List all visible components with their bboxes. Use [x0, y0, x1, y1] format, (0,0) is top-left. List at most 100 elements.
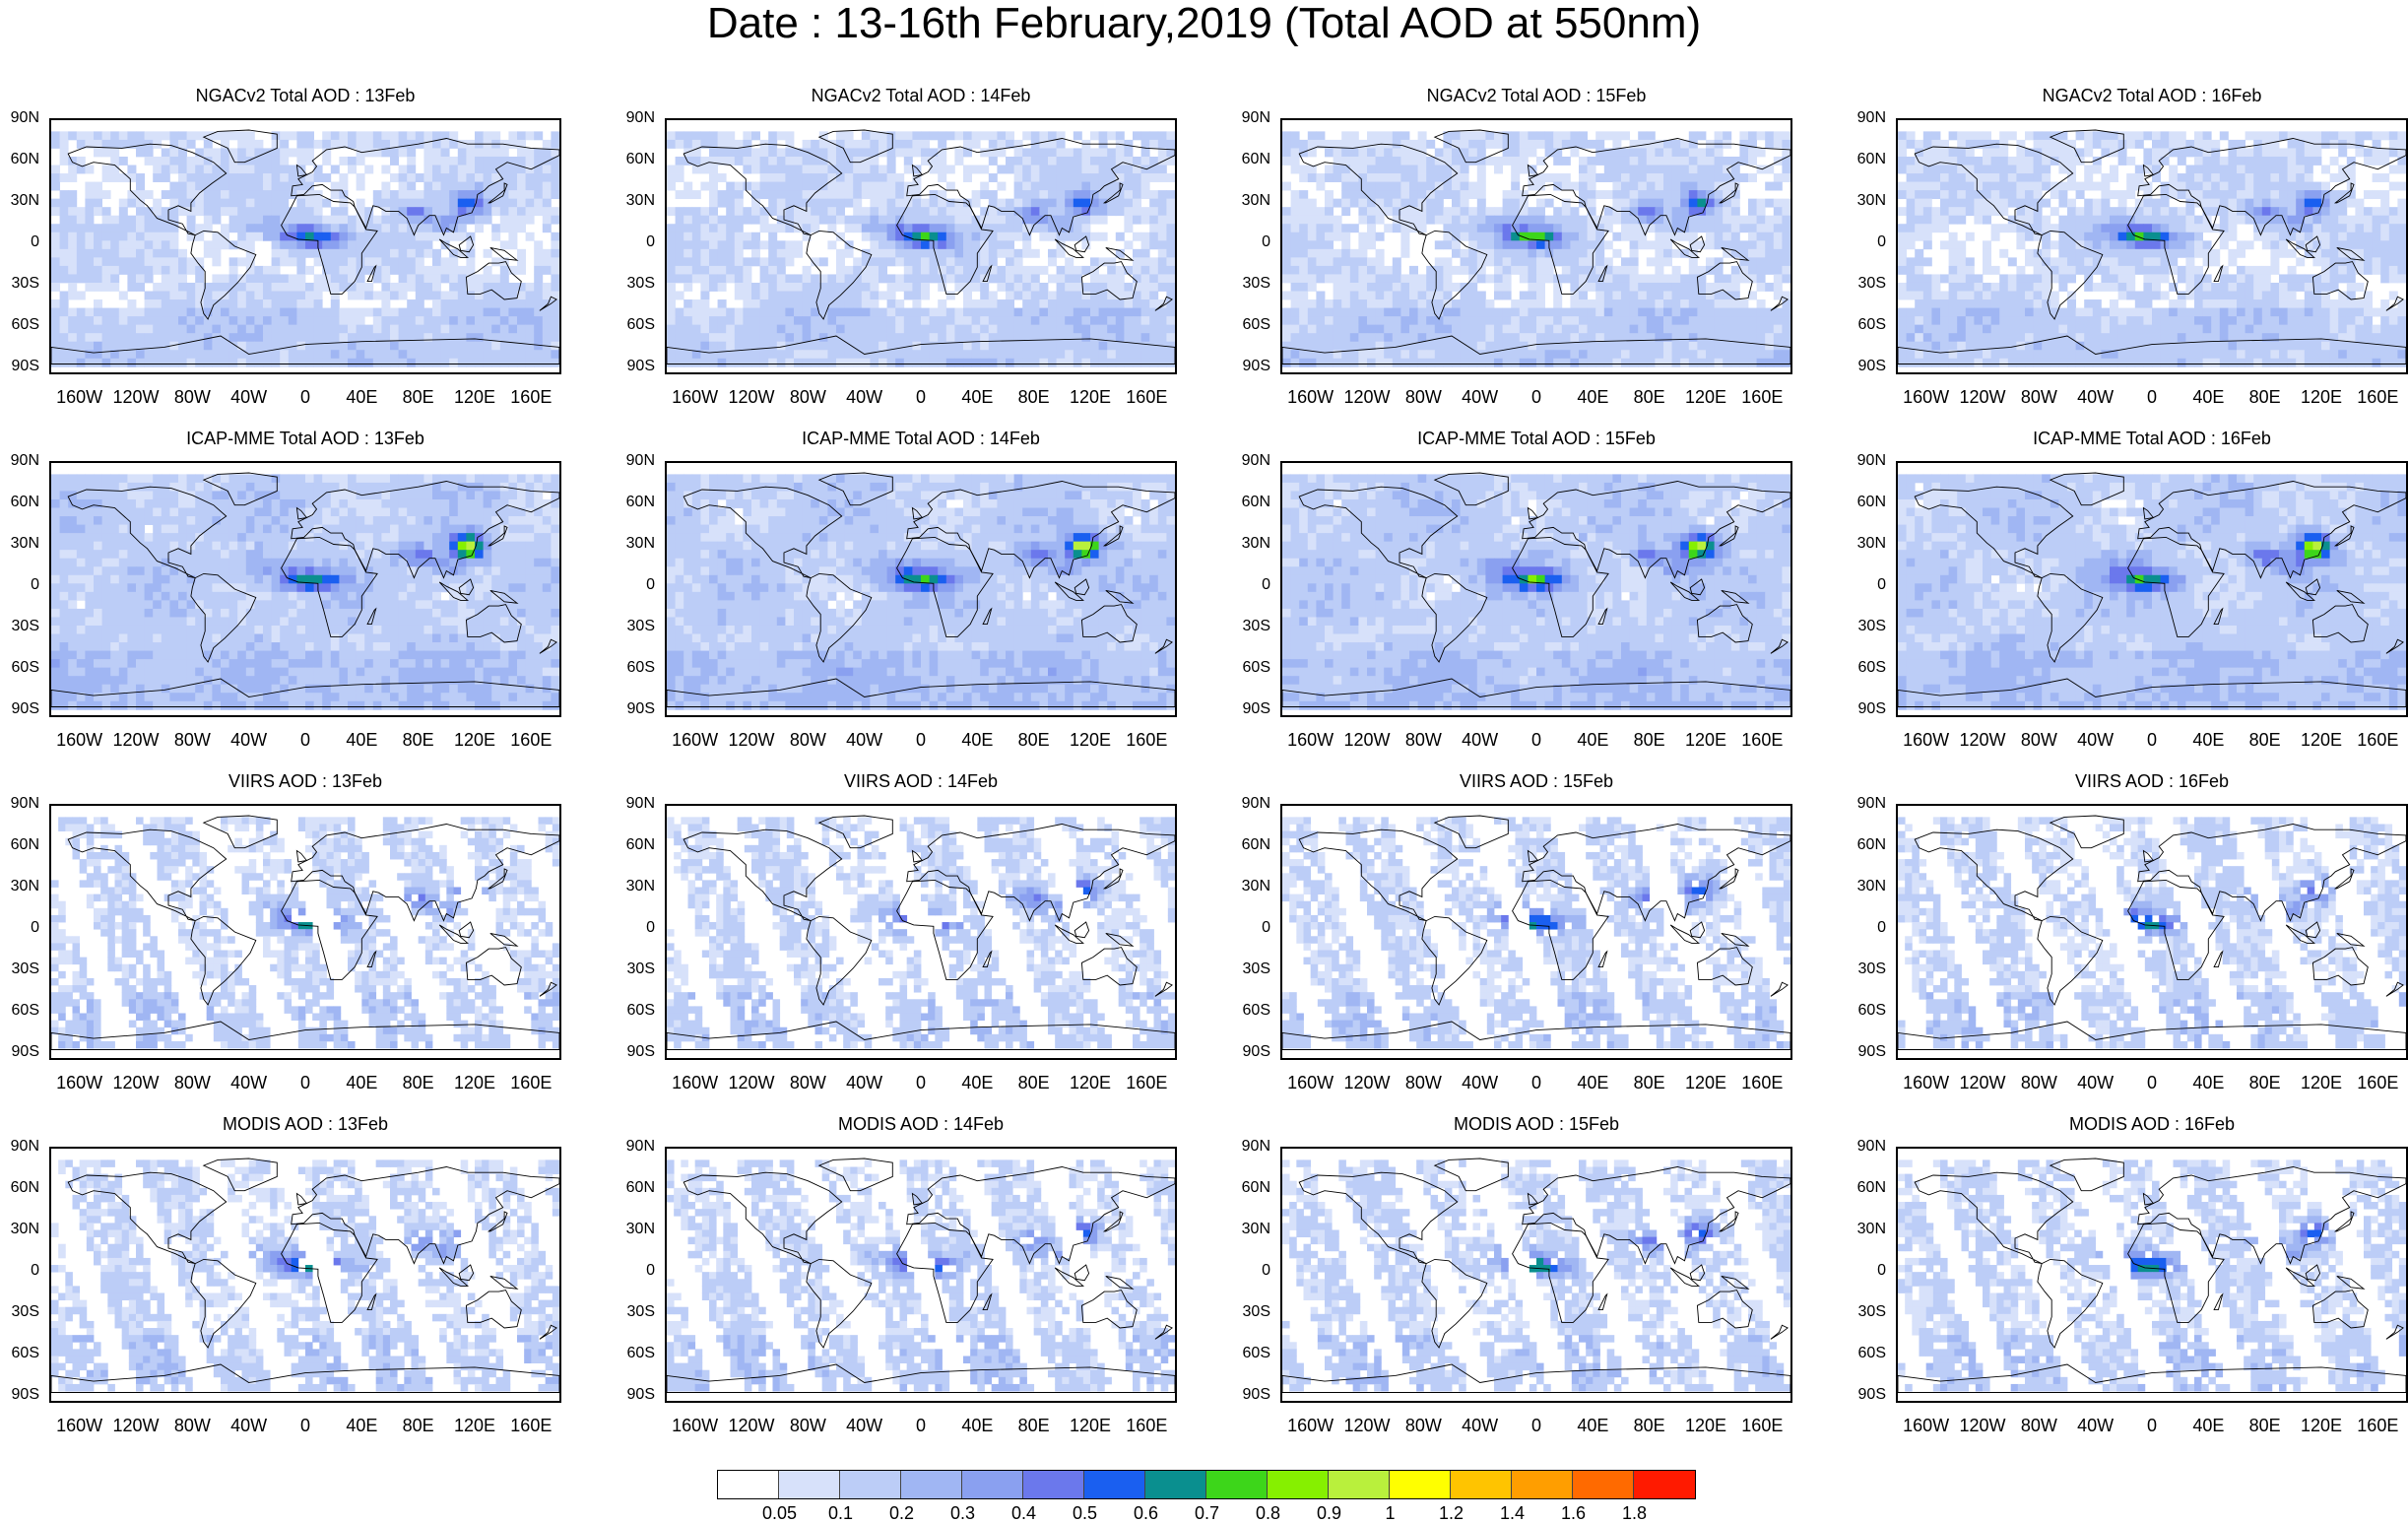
lon-tick-label: 40E [1558, 387, 1627, 407]
panel-title: NGACv2 Total AOD : 15Feb [1280, 85, 1792, 106]
coastlines [1282, 815, 1790, 1050]
lat-tick-label: 90N [614, 453, 655, 469]
lat-tick-label: 90S [1229, 701, 1270, 717]
lon-tick-label: 120W [101, 1073, 170, 1093]
map-frame [1896, 1147, 2408, 1403]
lat-tick-label: 0 [1229, 234, 1270, 250]
lon-tick-label: 0 [886, 1416, 955, 1435]
lon-tick-label: 80E [1615, 1073, 1684, 1093]
lon-tick-label: 40E [943, 1416, 1011, 1435]
map-frame [1896, 461, 2408, 717]
lon-tick-label: 160W [1892, 1416, 1961, 1435]
map-panel: MODIS AOD : 14Feb 90N 60N 30N 0 30S 60S 90S 160W… [614, 1114, 1177, 1446]
colorbar-swatch [1329, 1471, 1390, 1498]
lon-tick-label: 40W [830, 1073, 899, 1093]
lon-tick-label: 80E [384, 1416, 453, 1435]
lon-tick-label: 120W [717, 387, 786, 407]
lon-tick-label: 40W [1446, 1416, 1515, 1435]
colorbar-swatch [901, 1471, 962, 1498]
panel-title: MODIS AOD : 14Feb [665, 1113, 1177, 1135]
lon-tick-label: 120E [2287, 1416, 2356, 1435]
lon-tick-label: 160E [1112, 730, 1181, 750]
lon-tick-label: 120W [101, 387, 170, 407]
aod-field [1898, 1159, 2406, 1392]
aod-map [667, 815, 1175, 1050]
coastlines [1898, 1158, 2406, 1393]
lon-tick-label: 80W [773, 387, 842, 407]
lon-tick-label: 0 [2117, 1073, 2186, 1093]
lat-tick-label: 30N [1229, 536, 1270, 552]
aod-field [1898, 131, 2406, 367]
coastlines [1898, 129, 2406, 364]
lat-tick-label: 30N [614, 1222, 655, 1237]
colorbar-tick-label: 1 [1361, 1504, 1420, 1522]
aod-map [1282, 815, 1790, 1050]
aod-map [51, 815, 559, 1050]
panel-title: NGACv2 Total AOD : 14Feb [665, 85, 1177, 106]
map-panel: NGACv2 Total AOD : 13Feb 90N 60N 30N 0 30S 60S… [0, 86, 561, 418]
lon-tick-label: 120W [1948, 730, 2017, 750]
lon-tick-label: 160E [1112, 1073, 1181, 1093]
lat-tick-label: 60N [1845, 152, 1886, 167]
lon-tick-label: 160E [1112, 1416, 1181, 1435]
coastlines [51, 129, 559, 364]
lon-tick-label: 40E [327, 1073, 396, 1093]
lon-tick-label: 160W [1276, 1073, 1345, 1093]
lat-tick-label: 60N [0, 495, 39, 510]
colorbar-swatch [1145, 1471, 1206, 1498]
lon-tick-label: 80W [773, 1416, 842, 1435]
lat-tick-label: 30S [614, 1304, 655, 1320]
lon-tick-label: 80E [2231, 387, 2300, 407]
colorbar-tick-label: 1.6 [1544, 1504, 1603, 1522]
lon-tick-label: 120W [717, 730, 786, 750]
lon-tick-label: 40E [943, 730, 1011, 750]
lat-tick-label: 30S [0, 276, 39, 292]
aod-field [667, 131, 1175, 367]
map-panel: MODIS AOD : 15Feb 90N 60N 30N 0 30S 60S 90S 160W… [1231, 1114, 1792, 1446]
coastlines [51, 472, 559, 707]
lat-tick-label: 30N [614, 193, 655, 209]
colorbar-tick-label: 0.2 [873, 1504, 932, 1522]
lat-tick-label: 0 [1845, 577, 1886, 593]
panel-title: ICAP-MME Total AOD : 15Feb [1280, 428, 1792, 449]
lat-tick-label: 90S [0, 701, 39, 717]
panel-title: NGACv2 Total AOD : 13Feb [49, 85, 561, 106]
aod-map [1282, 129, 1790, 367]
lat-tick-label: 90N [1229, 796, 1270, 812]
lon-tick-label: 120W [1333, 1073, 1401, 1093]
aod-field [1282, 1159, 1790, 1392]
map-frame [665, 461, 1177, 717]
lat-tick-label: 90N [0, 1139, 39, 1155]
panel-title: NGACv2 Total AOD : 16Feb [1896, 85, 2408, 106]
lon-tick-label: 120W [1333, 730, 1401, 750]
lon-tick-label: 40E [1558, 1416, 1627, 1435]
lat-tick-label: 60N [614, 152, 655, 167]
lon-tick-label: 0 [1502, 387, 1571, 407]
lon-tick-label: 40W [1446, 1073, 1515, 1093]
lon-tick-label: 120E [2287, 730, 2356, 750]
aod-field [1282, 131, 1790, 367]
map-panel: MODIS AOD : 13Feb 90N 60N 30N 0 30S 60S 90S 160W… [0, 1114, 561, 1446]
lat-tick-label: 90S [0, 1387, 39, 1403]
aod-field [51, 131, 559, 367]
lon-tick-label: 160E [1727, 387, 1796, 407]
map-panel: VIIRS AOD : 15Feb 90N 60N 30N 0 30S 60S 90S 160W… [1231, 771, 1792, 1103]
lat-tick-label: 30N [1845, 536, 1886, 552]
lat-tick-label: 30S [0, 961, 39, 977]
lon-tick-label: 120W [101, 1416, 170, 1435]
panel-title: VIIRS AOD : 14Feb [665, 770, 1177, 792]
lon-tick-label: 120E [1671, 1073, 1740, 1093]
lon-tick-label: 160E [496, 1073, 565, 1093]
lon-tick-label: 0 [886, 1073, 955, 1093]
aod-field [51, 474, 559, 710]
lon-tick-label: 160W [661, 730, 730, 750]
map-frame [49, 461, 561, 717]
lon-tick-label: 160W [45, 730, 114, 750]
aod-field [1282, 474, 1790, 710]
lon-tick-label: 40E [2174, 1416, 2243, 1435]
colorbar-tick-label: 0.6 [1117, 1504, 1176, 1522]
colorbar-swatch [840, 1471, 901, 1498]
lat-tick-label: 0 [614, 577, 655, 593]
lon-tick-label: 120W [1948, 387, 2017, 407]
lat-tick-label: 30S [1845, 1304, 1886, 1320]
